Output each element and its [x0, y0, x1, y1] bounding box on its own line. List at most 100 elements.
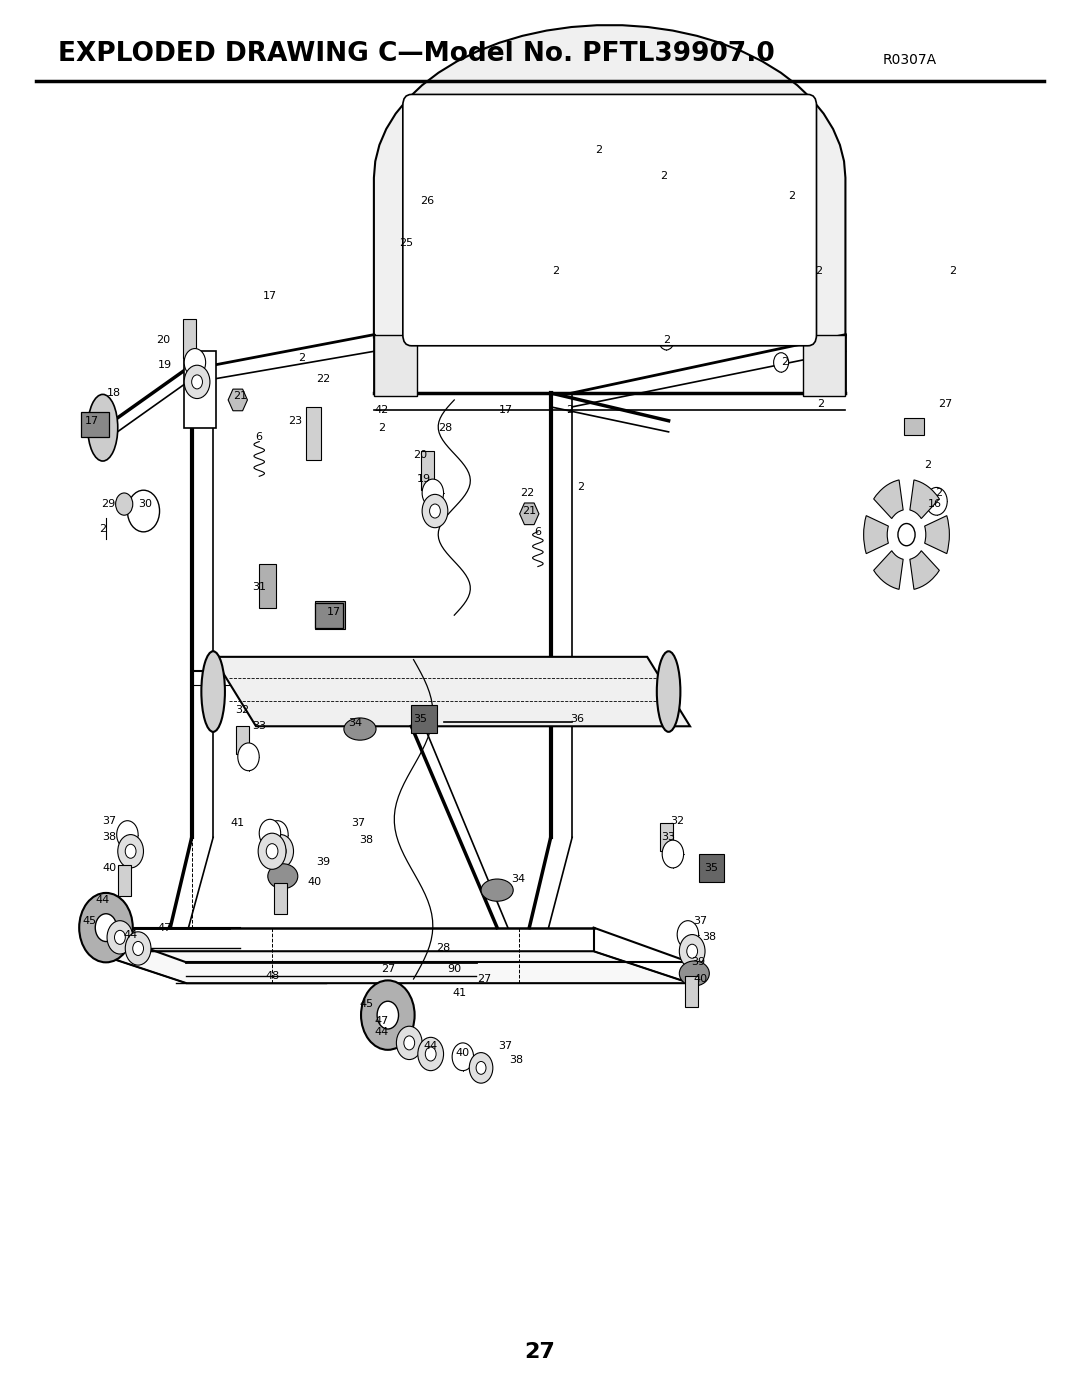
Circle shape: [897, 524, 915, 546]
Circle shape: [127, 490, 160, 532]
Text: 90: 90: [447, 964, 461, 974]
Text: 19: 19: [158, 360, 172, 370]
Text: 22: 22: [316, 374, 330, 384]
Polygon shape: [213, 657, 690, 726]
Text: 35: 35: [413, 714, 427, 724]
Circle shape: [404, 1037, 415, 1051]
Bar: [421, 451, 434, 490]
Bar: [699, 854, 725, 882]
Text: 33: 33: [253, 721, 267, 731]
Text: 35: 35: [704, 863, 718, 873]
Wedge shape: [924, 515, 949, 553]
Text: 37: 37: [499, 1041, 513, 1051]
Text: 41: 41: [231, 819, 245, 828]
Circle shape: [687, 944, 698, 958]
Text: 25: 25: [399, 237, 414, 249]
Text: 2: 2: [553, 265, 559, 275]
Text: 45: 45: [360, 999, 374, 1009]
Text: 38: 38: [103, 833, 117, 842]
Bar: [315, 601, 345, 629]
Text: 20: 20: [413, 450, 427, 461]
Wedge shape: [874, 481, 903, 518]
Circle shape: [422, 479, 444, 507]
Text: 27: 27: [380, 964, 395, 974]
Circle shape: [361, 981, 415, 1049]
Circle shape: [114, 930, 125, 944]
Circle shape: [125, 844, 136, 858]
Text: 2: 2: [788, 191, 795, 201]
Text: 36: 36: [570, 714, 584, 724]
Circle shape: [418, 1038, 444, 1070]
Polygon shape: [374, 25, 846, 338]
Text: 44: 44: [123, 929, 138, 940]
Bar: [374, 335, 417, 395]
Text: 20: 20: [156, 335, 170, 345]
Circle shape: [426, 1046, 436, 1060]
Text: 45: 45: [83, 915, 97, 926]
Circle shape: [118, 834, 144, 868]
Text: 44: 44: [96, 895, 110, 905]
Circle shape: [107, 921, 133, 954]
Text: 6: 6: [256, 433, 262, 443]
Circle shape: [470, 1052, 492, 1083]
Circle shape: [377, 1002, 399, 1030]
Circle shape: [773, 352, 788, 372]
Text: EXPLODED DRAWING C—Model No. PFTL39907.0: EXPLODED DRAWING C—Model No. PFTL39907.0: [57, 41, 774, 67]
Bar: [235, 726, 248, 754]
Circle shape: [95, 914, 117, 942]
Text: 40: 40: [308, 877, 322, 887]
Circle shape: [116, 493, 133, 515]
Text: 2: 2: [818, 400, 824, 409]
Text: 27: 27: [525, 1343, 555, 1362]
Text: 2: 2: [949, 265, 956, 275]
Text: 48: 48: [265, 971, 280, 981]
Text: 21: 21: [523, 506, 537, 515]
Text: 32: 32: [235, 704, 249, 715]
Circle shape: [258, 833, 286, 869]
Circle shape: [185, 365, 210, 398]
Text: 39: 39: [691, 957, 705, 967]
Text: 37: 37: [103, 816, 117, 826]
Text: 2: 2: [663, 335, 670, 345]
Bar: [274, 883, 287, 914]
Text: 2: 2: [924, 460, 932, 471]
Text: 2: 2: [378, 423, 384, 433]
Text: 44: 44: [423, 1041, 437, 1051]
Bar: [802, 335, 846, 395]
Bar: [315, 602, 342, 627]
Text: 42: 42: [375, 405, 389, 415]
Polygon shape: [90, 951, 690, 983]
Text: 37: 37: [693, 915, 707, 926]
Text: 17: 17: [85, 416, 99, 426]
Text: 16: 16: [928, 499, 942, 509]
Text: 17: 17: [327, 608, 341, 617]
Bar: [904, 418, 923, 434]
Text: 2: 2: [566, 405, 573, 415]
Circle shape: [679, 935, 705, 968]
Text: 28: 28: [436, 943, 450, 954]
Text: 39: 39: [316, 858, 330, 868]
Text: R0307A: R0307A: [883, 53, 937, 67]
Text: 27: 27: [937, 400, 953, 409]
Text: 37: 37: [351, 819, 365, 828]
Circle shape: [926, 488, 947, 515]
Text: 33: 33: [662, 833, 676, 842]
Ellipse shape: [343, 718, 376, 740]
Bar: [551, 224, 739, 307]
Text: 2: 2: [298, 353, 306, 363]
Bar: [660, 823, 673, 851]
Wedge shape: [874, 550, 903, 590]
FancyBboxPatch shape: [403, 95, 816, 346]
Bar: [259, 564, 276, 608]
Circle shape: [267, 844, 278, 859]
Bar: [81, 412, 109, 437]
Text: 44: 44: [375, 1027, 389, 1037]
Text: 29: 29: [102, 499, 116, 509]
Text: 31: 31: [253, 583, 267, 592]
Circle shape: [267, 820, 288, 848]
Text: 38: 38: [510, 1055, 524, 1065]
Text: 18: 18: [107, 388, 121, 398]
Polygon shape: [519, 503, 539, 525]
Ellipse shape: [657, 651, 680, 732]
Text: 17: 17: [499, 405, 513, 415]
